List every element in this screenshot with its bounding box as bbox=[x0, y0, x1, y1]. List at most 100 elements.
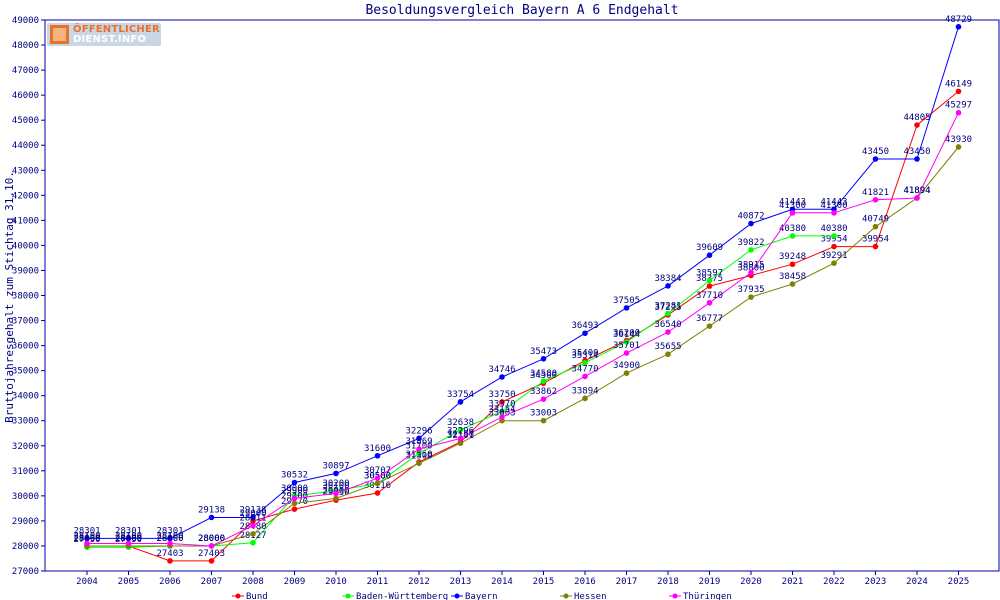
x-tick-label: 2012 bbox=[408, 577, 430, 587]
data-label: 35314 bbox=[571, 351, 598, 361]
data-label: 41443 bbox=[779, 197, 806, 207]
data-label: 31869 bbox=[405, 437, 432, 447]
data-point bbox=[955, 144, 962, 150]
data-label: 28100 bbox=[156, 531, 183, 541]
data-point bbox=[416, 435, 422, 442]
data-label: 37710 bbox=[696, 291, 723, 301]
data-point bbox=[831, 260, 837, 266]
data-label: 36493 bbox=[571, 321, 598, 331]
legend: Bund Baden-Württemberg Bayern Hessen Thüring… bbox=[232, 592, 732, 600]
data-label: 28301 bbox=[156, 526, 183, 536]
data-point bbox=[540, 378, 547, 384]
data-label: 33003 bbox=[530, 409, 557, 419]
data-point bbox=[333, 495, 339, 502]
data-point bbox=[167, 558, 173, 564]
data-label: 28000 bbox=[198, 534, 225, 544]
x-tick-label: 2010 bbox=[325, 577, 347, 587]
series-bund: 2800028000274032740329000294702983030116… bbox=[73, 79, 972, 564]
data-point bbox=[665, 310, 671, 317]
y-tick-label: 33000 bbox=[12, 417, 39, 427]
data-point bbox=[831, 243, 837, 250]
data-point bbox=[457, 440, 464, 447]
data-label: 38800 bbox=[737, 263, 764, 273]
data-label: 39954 bbox=[862, 235, 889, 245]
data-point bbox=[499, 408, 505, 415]
y-tick-label: 34000 bbox=[12, 392, 39, 402]
data-label: 39822 bbox=[737, 238, 764, 248]
data-label: 28301 bbox=[115, 526, 142, 536]
data-label: 41894 bbox=[903, 186, 930, 196]
legend-label: Baden-Württemberg bbox=[356, 592, 448, 600]
data-label: 41894 bbox=[903, 186, 930, 196]
data-label: 34580 bbox=[530, 369, 557, 379]
data-point bbox=[872, 156, 879, 162]
data-label: 41300 bbox=[779, 201, 806, 211]
data-label: 35400 bbox=[571, 349, 598, 359]
data-point bbox=[416, 460, 422, 467]
data-point bbox=[748, 247, 754, 253]
data-label: 43450 bbox=[903, 147, 930, 157]
legend-label: Hessen bbox=[574, 592, 607, 600]
y-tick-label: 28000 bbox=[12, 542, 39, 552]
data-label: 36144 bbox=[613, 330, 640, 340]
data-label: 30000 bbox=[281, 484, 308, 494]
data-point bbox=[623, 370, 630, 376]
data-point bbox=[374, 475, 381, 481]
data-label: 32296 bbox=[405, 426, 432, 436]
data-point bbox=[623, 339, 630, 345]
data-label: 28000 bbox=[198, 534, 225, 544]
data-point bbox=[416, 450, 422, 457]
data-point bbox=[789, 281, 796, 287]
x-tick-label: 2009 bbox=[284, 577, 306, 587]
data-label: 38384 bbox=[654, 274, 681, 284]
legend-label: Bayern bbox=[465, 592, 498, 600]
data-label: 28100 bbox=[73, 531, 100, 541]
y-tick-label: 45000 bbox=[12, 116, 39, 126]
y-tick-label: 39000 bbox=[12, 266, 39, 276]
data-point bbox=[955, 88, 962, 95]
logo-mark-icon bbox=[50, 25, 69, 44]
legend-label: Bund bbox=[246, 592, 268, 600]
data-point bbox=[872, 197, 879, 203]
data-label: 33154 bbox=[488, 405, 515, 415]
data-label: 28000 bbox=[156, 534, 183, 544]
legend-swatch-marker bbox=[563, 593, 569, 599]
data-label: 40380 bbox=[820, 224, 847, 234]
data-label: 33370 bbox=[488, 399, 515, 409]
data-point bbox=[374, 452, 381, 459]
x-tick-label: 2013 bbox=[450, 577, 472, 587]
y-tick-label: 43000 bbox=[12, 166, 39, 176]
data-point bbox=[914, 122, 920, 128]
x-tick-label: 2016 bbox=[574, 577, 596, 587]
y-axis-ticks: 27000 28000 29000 30000 31000 32000 33000 34000… bbox=[12, 16, 45, 577]
y-tick-label: 46000 bbox=[12, 91, 39, 101]
data-label: 34770 bbox=[571, 364, 598, 374]
data-point bbox=[250, 531, 256, 537]
data-label: 30100 bbox=[322, 481, 349, 491]
data-point bbox=[374, 480, 381, 487]
data-label: 46149 bbox=[945, 79, 972, 89]
x-tick-label: 2019 bbox=[699, 577, 721, 587]
x-tick-label: 2005 bbox=[118, 577, 140, 587]
data-point bbox=[540, 396, 547, 402]
x-tick-label: 2014 bbox=[491, 577, 513, 587]
data-label: 36200 bbox=[613, 329, 640, 339]
data-label: 43930 bbox=[945, 135, 972, 145]
x-tick-label: 2015 bbox=[533, 577, 555, 587]
data-point bbox=[748, 220, 754, 227]
y-tick-label: 38000 bbox=[12, 292, 39, 302]
data-label: 38915 bbox=[737, 261, 764, 271]
data-point bbox=[623, 305, 630, 311]
data-label: 41821 bbox=[862, 188, 889, 198]
data-label: 33754 bbox=[447, 390, 474, 400]
data-label: 32150 bbox=[447, 430, 474, 440]
y-tick-label: 29000 bbox=[12, 517, 39, 527]
data-point bbox=[831, 233, 837, 239]
data-label: 44805 bbox=[903, 113, 930, 123]
data-label: 31300 bbox=[405, 451, 432, 461]
data-label: 32296 bbox=[447, 426, 474, 436]
data-point bbox=[706, 252, 713, 259]
data-point bbox=[457, 435, 464, 442]
data-point bbox=[789, 261, 796, 268]
